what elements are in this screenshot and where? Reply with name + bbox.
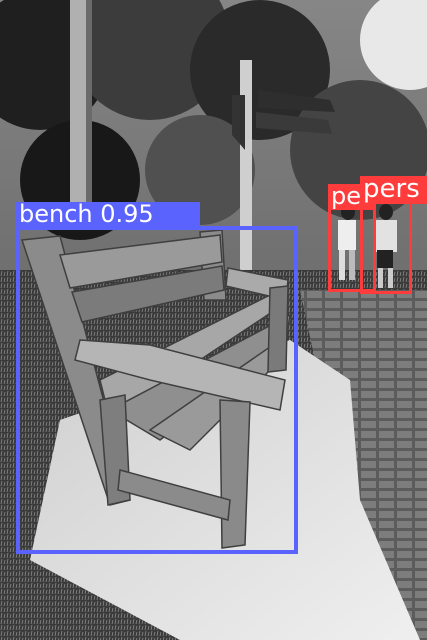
people — [338, 204, 397, 288]
detection-box-bench-1 — [16, 226, 298, 554]
detection-label-bench-1: bench 0.95 — [16, 202, 200, 228]
signpost — [232, 60, 335, 300]
bench — [20, 229, 292, 549]
detection-label-person-3: pers — [360, 176, 427, 204]
